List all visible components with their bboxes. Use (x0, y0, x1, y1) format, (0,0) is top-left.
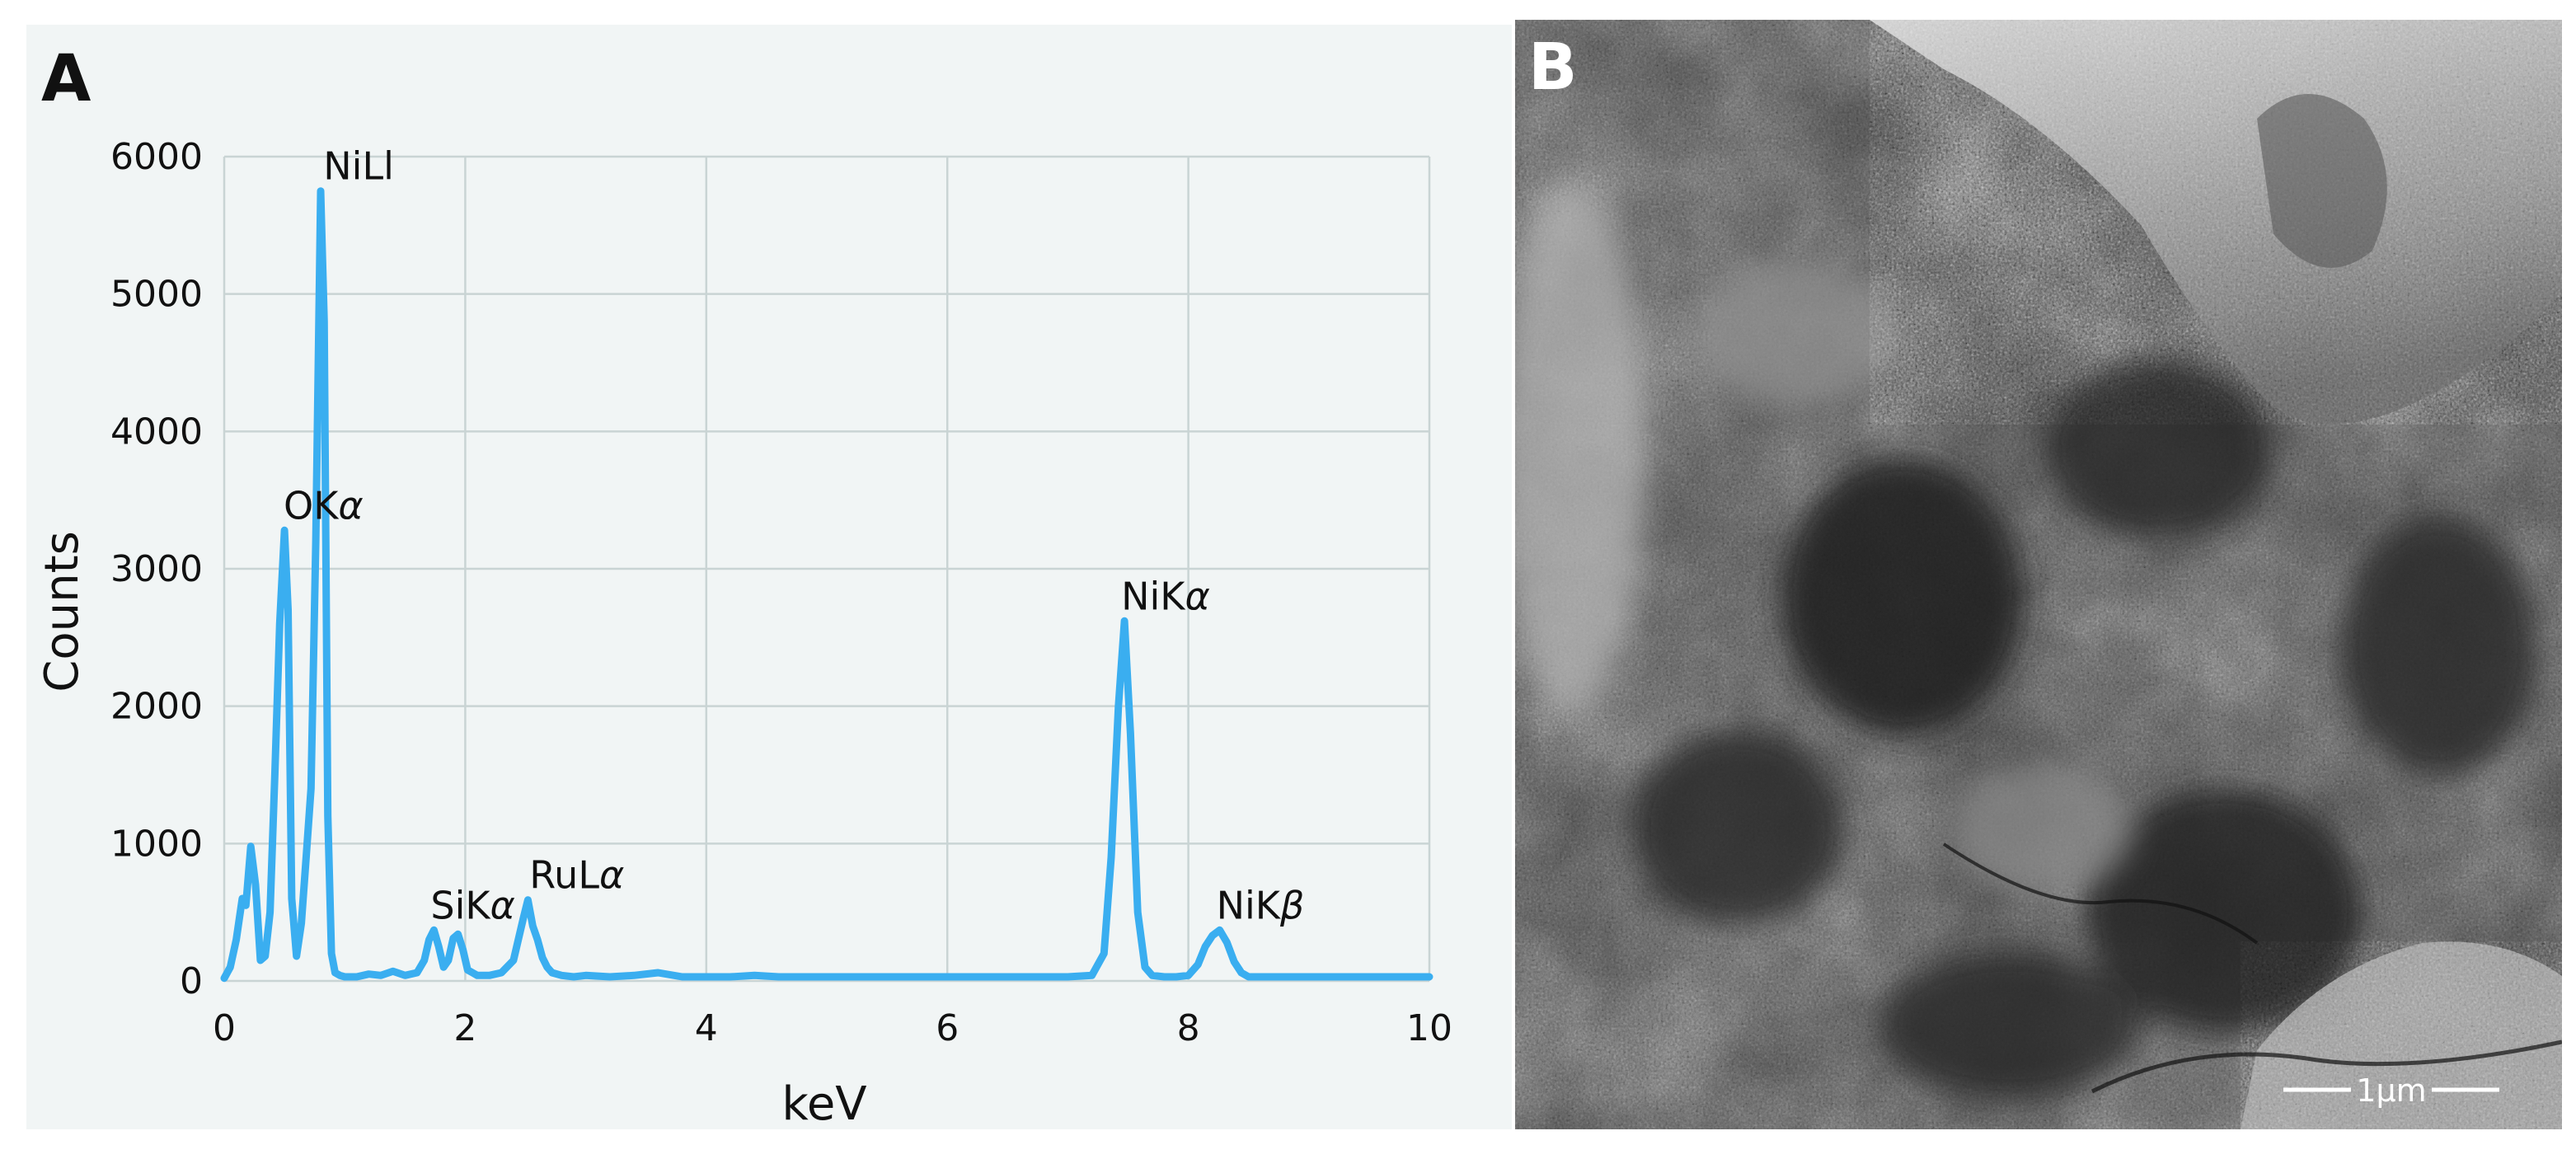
x-tick-label: 0 (213, 1007, 236, 1049)
panel-b-label: B (1528, 30, 1577, 105)
peak-label: RuLα (529, 853, 624, 898)
y-axis-title: Counts (35, 531, 89, 692)
peak-label-layer: NiLl OKα SiKα RuLα NiKα NiKβ (284, 144, 1304, 928)
sem-image-panel: B 1μm (1515, 20, 2562, 1129)
y-tick-label: 6000 (110, 136, 203, 178)
x-tick-label: 10 (1406, 1007, 1452, 1049)
peak-label: OKα (284, 483, 364, 528)
scale-bar: 1μm (2283, 1072, 2499, 1109)
scale-bar-label: 1μm (2356, 1072, 2426, 1109)
y-tick-label: 3000 (110, 548, 203, 590)
spectrum-series-line (220, 187, 1433, 983)
x-tick-label: 4 (695, 1007, 718, 1049)
y-tick-label: 2000 (110, 686, 203, 728)
x-tick-label: 6 (936, 1007, 959, 1049)
tick-layer: 0 2 4 6 8 10 0 1000 2000 3000 4000 5000 6000 (110, 136, 1452, 1049)
peak-label: SiKα (430, 883, 514, 927)
y-tick-label: 1000 (110, 823, 203, 865)
x-axis-title: keV (781, 1077, 866, 1129)
y-tick-label: 4000 (110, 411, 203, 453)
eds-spectrum-panel: 0 2 4 6 8 10 0 1000 2000 3000 4000 5000 6000 NiLl OKα… (26, 25, 1512, 1129)
x-tick-label: 8 (1177, 1007, 1200, 1049)
y-tick-label: 0 (180, 960, 203, 1002)
peak-label: NiKα (1121, 574, 1210, 618)
sem-micrograph: B 1μm (1515, 20, 2562, 1129)
panel-a-label: A (41, 42, 91, 116)
grid-layer (223, 155, 1431, 983)
peak-label: NiLl (323, 144, 394, 189)
x-tick-label: 2 (453, 1007, 476, 1049)
y-tick-label: 5000 (110, 274, 203, 316)
eds-spectrum-chart: 0 2 4 6 8 10 0 1000 2000 3000 4000 5000 6000 NiLl OKα… (35, 42, 1452, 1129)
peak-label: NiKβ (1217, 883, 1305, 927)
